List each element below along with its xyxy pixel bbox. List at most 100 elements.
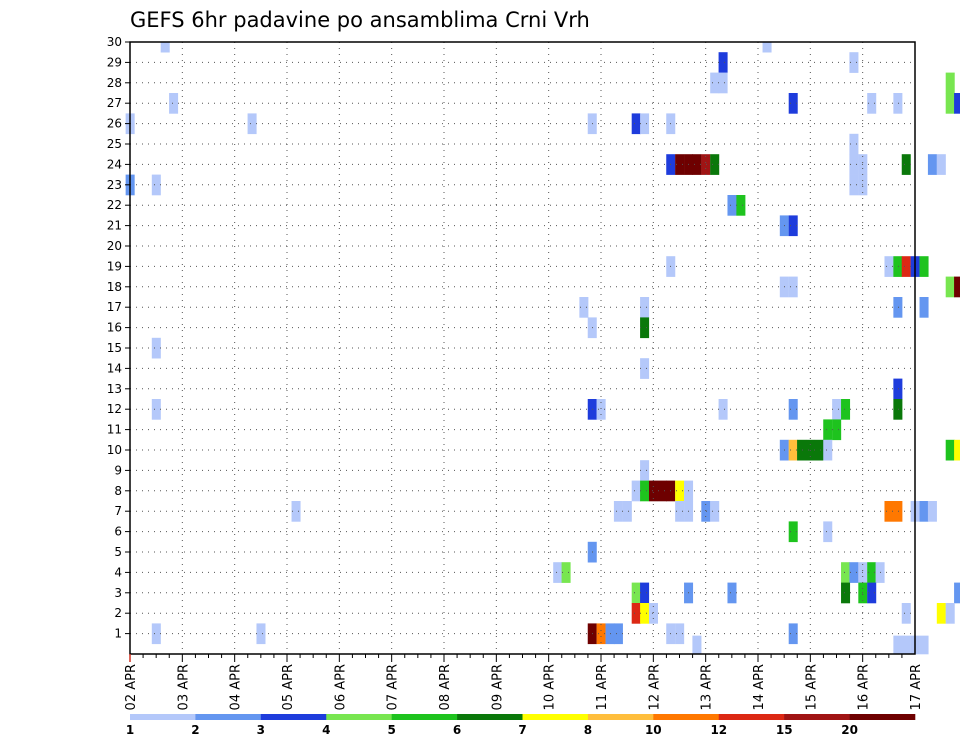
y-tick-label: 28 <box>107 76 122 90</box>
colorbar-label: 2 <box>191 723 199 737</box>
heatmap-cell <box>675 623 685 645</box>
y-tick-label: 29 <box>107 55 122 69</box>
heatmap-cell <box>631 603 641 624</box>
heatmap-cell <box>936 154 946 175</box>
heatmap-cell <box>823 419 833 441</box>
heatmap-cell <box>247 113 257 135</box>
heatmap-cell <box>849 154 859 175</box>
heatmap-cell <box>797 439 807 461</box>
heatmap-cell <box>553 562 563 583</box>
heatmap-cell <box>710 154 720 175</box>
y-tick-label: 12 <box>107 402 122 416</box>
y-tick-label: 10 <box>107 443 122 457</box>
chart-title: GEFS 6hr padavine po ansamblima Crni Vrh <box>130 8 590 32</box>
y-tick-label: 7 <box>114 504 122 518</box>
heatmap-cell <box>701 154 711 175</box>
x-tick-label: 11 APR <box>595 664 610 710</box>
heatmap-cell <box>762 42 772 53</box>
y-tick-label: 27 <box>107 96 122 110</box>
colorbar-label: 4 <box>322 723 330 737</box>
y-tick-label: 9 <box>114 463 122 477</box>
heatmap-cell <box>710 501 720 522</box>
heatmap-cell <box>718 72 728 94</box>
colorbar-swatch <box>195 714 262 720</box>
heatmap-cell <box>788 521 798 543</box>
heatmap-cell <box>945 72 955 94</box>
y-axis: 1234567891011121314151617181920212223242… <box>107 35 130 641</box>
x-tick-label: 10 APR <box>543 664 558 710</box>
heatmap-cell <box>727 195 737 216</box>
y-tick-label: 15 <box>107 341 122 355</box>
x-tick-label: 17 APR <box>909 664 924 710</box>
heatmap-cell <box>841 582 851 604</box>
heatmap-cell <box>675 154 685 175</box>
colorbar-label: 1 <box>126 723 134 737</box>
heatmap-cell <box>561 562 571 583</box>
heatmap-cell <box>867 93 877 114</box>
y-tick-label: 20 <box>107 239 122 253</box>
heatmap-cell <box>884 256 894 277</box>
heatmap-cell <box>936 603 946 624</box>
y-tick-label: 5 <box>114 545 122 559</box>
heatmap-cell <box>675 480 685 502</box>
y-tick-label: 3 <box>114 586 122 600</box>
heatmap-cell <box>622 501 632 522</box>
heatmap-cell <box>893 256 903 277</box>
heatmap-cell <box>648 480 658 502</box>
heatmap-cell <box>631 480 641 502</box>
heatmap-cell <box>919 635 929 655</box>
x-tick-label: 08 APR <box>438 664 453 710</box>
x-tick-label: 06 APR <box>333 664 348 710</box>
y-tick-label: 25 <box>107 137 122 151</box>
heatmap-cell <box>675 501 685 522</box>
heatmap-cell <box>788 276 798 298</box>
y-tick-label: 16 <box>107 321 122 335</box>
x-tick-label: 04 APR <box>229 664 244 710</box>
colorbar-label: 20 <box>841 723 858 737</box>
y-tick-label: 23 <box>107 178 122 192</box>
colorbar-swatch <box>260 714 327 720</box>
colorbar-swatch <box>849 714 916 720</box>
y-tick-label: 21 <box>107 219 122 233</box>
heatmap-cell <box>832 419 842 441</box>
y-tick-label: 26 <box>107 117 122 131</box>
y-tick-label: 4 <box>114 565 122 579</box>
heatmap-cell <box>640 460 650 481</box>
heatmap-cell <box>640 603 650 624</box>
heatmap-cell <box>151 623 161 645</box>
heatmap-cell <box>640 582 650 604</box>
heatmap-cell <box>710 72 720 94</box>
heatmap-cell <box>814 439 824 461</box>
heatmap-cell <box>736 195 746 216</box>
heatmap-cell <box>701 501 711 522</box>
heatmap-cell <box>169 93 179 114</box>
y-tick-label: 24 <box>107 157 122 171</box>
colorbar-label: 12 <box>710 723 727 737</box>
heatmap-cell <box>160 42 170 53</box>
x-tick-label: 05 APR <box>281 664 296 710</box>
heatmap-cell <box>849 174 859 196</box>
heatmap-cell <box>893 399 903 420</box>
heatmap-cell <box>901 603 911 624</box>
x-tick-label: 02 APR <box>124 664 139 710</box>
heatmap-cell <box>841 562 851 583</box>
colorbar-swatch <box>718 714 785 720</box>
heatmap-cell <box>596 623 606 645</box>
y-tick-label: 18 <box>107 280 122 294</box>
heatmap-cell <box>893 501 903 522</box>
heatmap-cell <box>884 501 894 522</box>
heatmap-cell <box>692 154 702 175</box>
heatmap-cell <box>893 93 903 114</box>
heatmap-cell <box>832 399 842 420</box>
heatmap-cell <box>640 317 650 339</box>
x-tick-label: 12 APR <box>647 664 662 710</box>
heatmap-cell <box>151 399 161 420</box>
heatmap-cell <box>613 501 623 522</box>
heatmap-cell <box>927 154 937 175</box>
heatmap-cell <box>954 439 960 461</box>
heatmap-cell <box>823 521 833 543</box>
y-tick-label: 6 <box>114 525 122 539</box>
heatmap-cell <box>841 399 851 420</box>
heatmap-cell <box>718 52 728 73</box>
